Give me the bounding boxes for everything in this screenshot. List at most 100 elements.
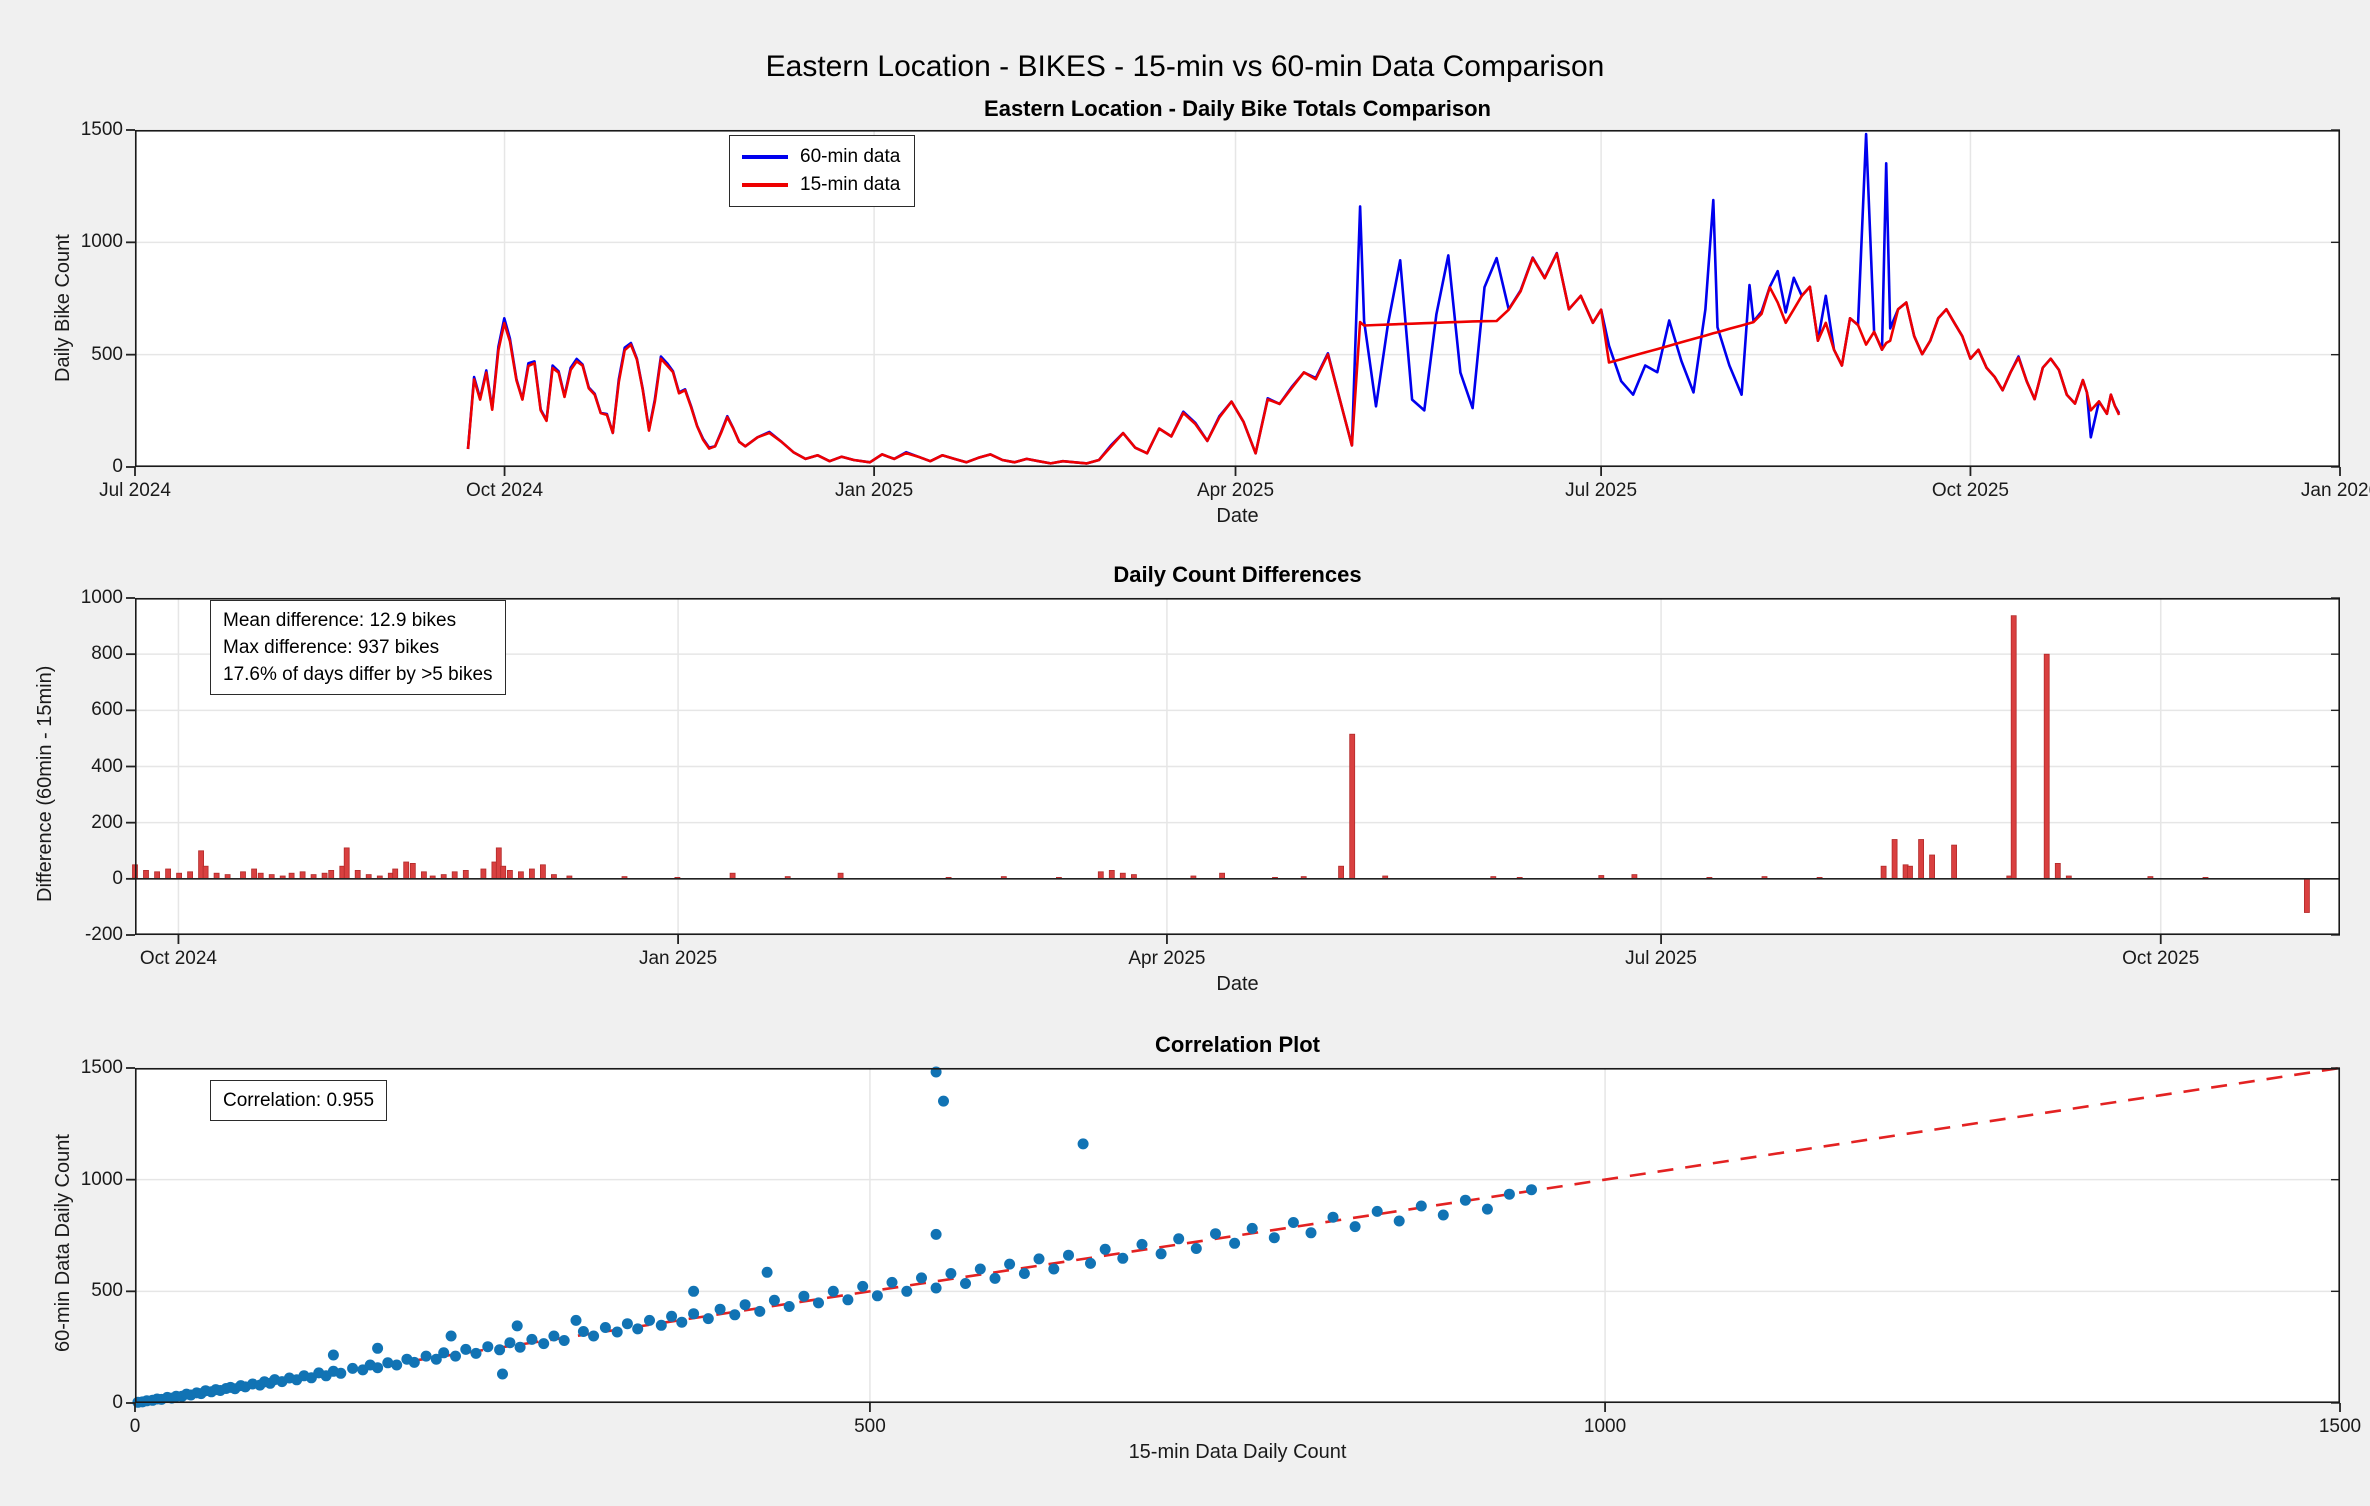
x-tick-label: Apr 2025 [1128, 948, 1206, 969]
scatter-point [688, 1285, 700, 1297]
scatter-point [1371, 1205, 1383, 1217]
scatter-point [1503, 1188, 1515, 1200]
plot-border [135, 1068, 2340, 1403]
scatter-point [1085, 1257, 1096, 1269]
panel-daily-totals-title: Eastern Location - Daily Bike Totals Com… [984, 96, 1491, 121]
difference-bar [1219, 872, 1225, 880]
scatter-point [666, 1310, 678, 1322]
scatter-point [676, 1316, 688, 1328]
scatter-point [930, 1228, 942, 1240]
difference-bar [288, 872, 295, 880]
scatter-point [1246, 1222, 1258, 1234]
y-tick-label: 500 [91, 343, 123, 365]
correlation-canvas [126, 1066, 2341, 1412]
difference-bar [2043, 653, 2050, 880]
panel-correlation-title: Correlation Plot [1154, 1032, 1320, 1057]
difference-bar [321, 872, 328, 880]
x-tick-label: Oct 2025 [2122, 948, 2200, 969]
difference-bar [539, 864, 546, 880]
difference-bar [409, 862, 416, 880]
scatter-point [1063, 1249, 1074, 1261]
plot-border [135, 130, 2340, 467]
y-tick-label: 1000 [80, 231, 123, 253]
x-tick-label: Jul 2025 [1565, 480, 1638, 501]
scatter-point [514, 1341, 526, 1353]
difference-bar [143, 869, 149, 880]
scatter-point [1327, 1211, 1339, 1223]
scatter-point [930, 1282, 942, 1294]
difference-bar [403, 861, 410, 880]
scatter-point [420, 1350, 432, 1362]
scatter-point [1210, 1228, 1221, 1240]
scatter-point [1136, 1238, 1148, 1250]
figure-title: Eastern Location - BIKES - 15-min vs 60-… [765, 50, 1605, 83]
scatter-point [644, 1314, 655, 1326]
y-tick-label: 200 [91, 811, 123, 833]
difference-bar [213, 872, 220, 880]
difference-bar [1880, 865, 1887, 880]
difference-bar [729, 872, 736, 880]
scatter-point [430, 1353, 442, 1365]
x-tick-label: Jan 2025 [638, 948, 718, 969]
difference-bar [176, 872, 182, 880]
scatter-point [445, 1330, 457, 1342]
difference-bar [257, 872, 264, 880]
legend-swatch-60min [742, 155, 788, 159]
scatter-point [901, 1285, 913, 1297]
scatter-point [588, 1330, 600, 1342]
y-tick-label: 1000 [80, 1168, 123, 1190]
difference-bar [451, 871, 458, 880]
panel-differences-xlabel: Date [1216, 973, 1259, 995]
scatter-point [783, 1301, 795, 1312]
x-tick-label: Apr 2025 [1196, 480, 1275, 501]
difference-bar [1891, 839, 1898, 880]
difference-bar [1918, 839, 1924, 880]
y-tick-label: 600 [91, 699, 123, 721]
plot-border [135, 598, 2340, 935]
scatter-point [1077, 1138, 1089, 1150]
legend: 60-min data 15-min data [729, 135, 916, 207]
difference-bar [462, 869, 469, 880]
panel-correlation-xlabel: 15-min Data Daily Count [1128, 1441, 1347, 1463]
scatter-point [548, 1330, 560, 1342]
difference-bar [1338, 865, 1344, 880]
x-tick-label: 1000 [1583, 1416, 1627, 1437]
legend-label-15min: 15-min data [800, 174, 901, 195]
panel-correlation-ylabel: 60-min Data Daily Count [52, 1134, 74, 1352]
y-tick-label: 800 [91, 643, 123, 665]
scatter-point [1481, 1203, 1493, 1215]
scatter-point [599, 1322, 611, 1333]
y-tick-label: 500 [91, 1280, 123, 1302]
legend-label-60min: 60-min data [800, 146, 901, 167]
difference-bar [1929, 854, 1935, 880]
scatter-point [482, 1341, 494, 1353]
scatter-point [655, 1319, 667, 1331]
scatter-point [335, 1367, 347, 1379]
scatter-point [886, 1276, 898, 1288]
difference-bar [154, 871, 161, 880]
difference-bar [202, 865, 209, 880]
correlation-value-box: Correlation: 0.955 [210, 1080, 388, 1121]
difference-bars [132, 615, 2310, 913]
scatter-point [1349, 1221, 1361, 1233]
daily-totals-canvas [126, 129, 2341, 476]
x-tick-label: Jul 2024 [99, 480, 171, 501]
panel-differences-title: Daily Count Differences [1113, 562, 1362, 587]
scatter-point [1526, 1184, 1537, 1196]
difference-bar [1907, 865, 1913, 880]
line-60min-data [466, 132, 2121, 465]
scatter-point [372, 1342, 384, 1354]
scatter-points [132, 1066, 1537, 1408]
y-tick-label: 400 [91, 755, 123, 777]
y-tick-label: 0 [112, 1392, 123, 1413]
difference-bar [420, 871, 427, 880]
scatter-point [857, 1280, 869, 1292]
scatter-point [497, 1368, 508, 1380]
stat-max-difference: Max difference: 937 bikes [223, 637, 440, 658]
difference-bar [506, 869, 513, 880]
x-tick-label: 500 [854, 1416, 886, 1437]
scatter-point [714, 1303, 726, 1315]
scatter-point [1229, 1237, 1241, 1249]
scatter-point [1099, 1243, 1111, 1255]
x-tick-label: 0 [129, 1416, 141, 1437]
